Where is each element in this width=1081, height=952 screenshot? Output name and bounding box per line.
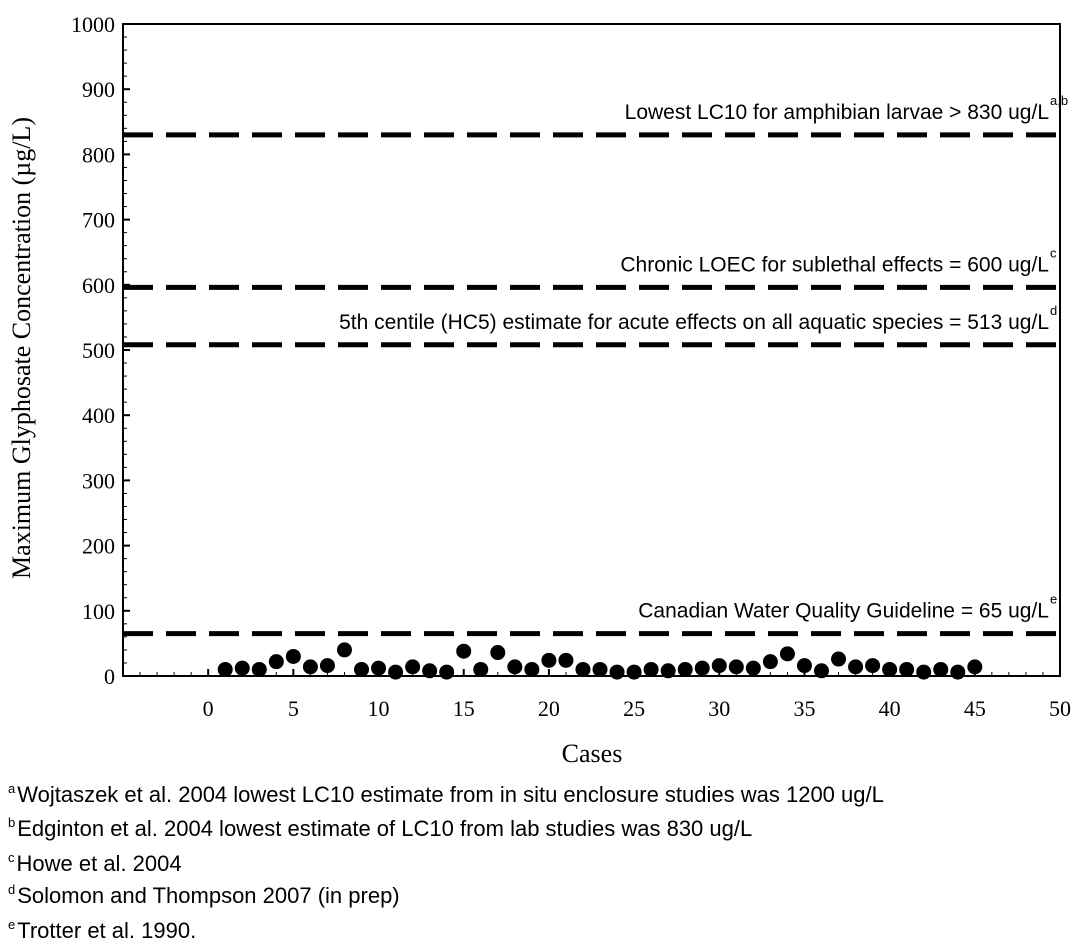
data-point <box>626 664 642 680</box>
data-point <box>217 661 233 677</box>
x-tick-label: 45 <box>964 696 986 721</box>
data-point <box>899 661 915 677</box>
reference-line-sup: d <box>1050 303 1057 318</box>
x-tick-label: 30 <box>708 696 730 721</box>
data-point <box>422 663 438 679</box>
data-point <box>575 661 591 677</box>
footnote-e: eTrotter et al. 1990. <box>8 917 197 943</box>
reference-line-sup: c <box>1050 245 1057 260</box>
x-tick-label: 15 <box>453 696 475 721</box>
data-point <box>779 646 795 662</box>
x-tick-label: 10 <box>368 696 390 721</box>
reference-line-label: Chronic LOEC for sublethal effects = 600… <box>620 253 1049 276</box>
reference-line-sup: e <box>1050 592 1057 607</box>
data-point <box>967 659 983 675</box>
data-point <box>660 663 676 679</box>
data-point <box>541 652 557 668</box>
data-point <box>354 661 370 677</box>
data-point <box>251 661 267 677</box>
data-point <box>336 642 352 658</box>
data-point <box>388 664 404 680</box>
reference-line-sup: a,b <box>1050 93 1068 108</box>
data-point <box>234 660 250 676</box>
x-axis-label: Cases <box>562 739 623 768</box>
data-point <box>405 659 421 675</box>
data-points <box>217 642 983 680</box>
data-point <box>439 664 455 680</box>
x-tick-label: 35 <box>793 696 815 721</box>
data-point <box>285 648 301 664</box>
y-tick-label: 200 <box>82 534 115 559</box>
data-point <box>643 661 659 677</box>
data-point <box>592 661 608 677</box>
y-tick-label: 700 <box>82 208 115 233</box>
data-point <box>456 643 472 659</box>
data-point <box>694 660 710 676</box>
data-point <box>609 664 625 680</box>
y-tick-label: 0 <box>104 664 115 689</box>
reference-line-label: Lowest LC10 for amphibian larvae > 830 u… <box>625 101 1049 124</box>
footnote-d: dSolomon and Thompson 2007 (in prep) <box>8 882 400 908</box>
data-point <box>831 651 847 667</box>
data-point <box>268 654 284 670</box>
data-point <box>933 661 949 677</box>
data-point <box>882 661 898 677</box>
data-point <box>848 659 864 675</box>
glyphosate-scatter-chart: 0 100 200 300 400 500 600 700 800 900 1000 0 5 10 15 20… <box>7 12 1071 768</box>
y-tick-label: 500 <box>82 338 115 363</box>
data-point <box>950 664 966 680</box>
data-point <box>473 661 489 677</box>
y-tick-label: 1000 <box>71 12 115 37</box>
data-point <box>865 658 881 674</box>
y-tick-label: 400 <box>82 403 115 428</box>
data-point <box>916 664 932 680</box>
x-tick-label: 25 <box>623 696 645 721</box>
data-point <box>507 659 523 675</box>
data-point <box>728 659 744 675</box>
x-tick-label: 5 <box>288 696 299 721</box>
footnote-b: bEdginton et al. 2004 lowest estimate of… <box>8 815 753 841</box>
data-point <box>558 652 574 668</box>
data-point <box>302 659 318 675</box>
data-point <box>796 658 812 674</box>
y-tick-label: 600 <box>82 273 115 298</box>
reference-line-label: 5th centile (HC5) estimate for acute eff… <box>339 311 1049 334</box>
data-point <box>711 658 727 674</box>
footnote-c: cHowe et al. 2004 <box>8 850 182 876</box>
data-point <box>813 663 829 679</box>
footnote-a: aWojtaszek et al. 2004 lowest LC10 estim… <box>8 781 884 807</box>
reference-line-label: Canadian Water Quality Guideline = 65 ug… <box>638 600 1049 623</box>
x-tick-label: 0 <box>203 696 214 721</box>
data-point <box>677 661 693 677</box>
y-axis-label: Maximum Glyphosate Concentration (µg/L) <box>7 117 36 579</box>
y-tick-label: 300 <box>82 468 115 493</box>
data-point <box>371 660 387 676</box>
data-point <box>745 660 761 676</box>
y-tick-label: 900 <box>82 77 115 102</box>
x-tick-label: 40 <box>879 696 901 721</box>
data-point <box>762 654 778 670</box>
y-tick-label: 100 <box>82 599 115 624</box>
data-point <box>524 661 540 677</box>
x-tick-label: 50 <box>1049 696 1071 721</box>
y-tick-label: 800 <box>82 142 115 167</box>
reference-lines: Lowest LC10 for amphibian larvae > 830 u… <box>123 93 1068 637</box>
data-point <box>319 658 335 674</box>
data-point <box>490 645 506 661</box>
x-tick-label: 20 <box>538 696 560 721</box>
